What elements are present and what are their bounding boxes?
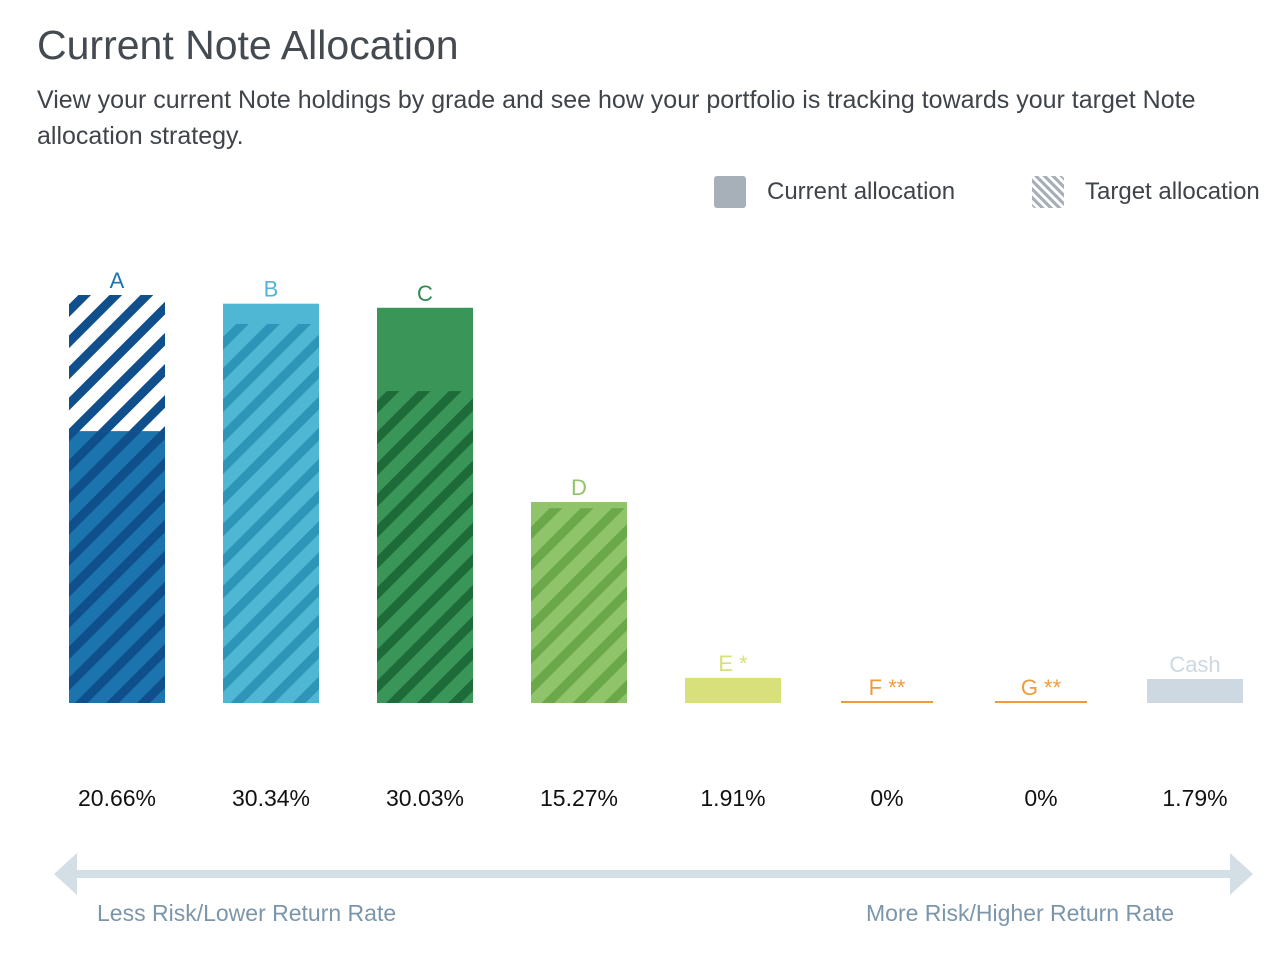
value-label-4: 1.91%	[700, 785, 766, 811]
target-excess-0	[69, 295, 165, 432]
value-label-1: 30.34%	[231, 785, 310, 811]
bars-layer: A B C D E * F ** G ** Cash	[69, 268, 1243, 703]
value-label-2: 30.03%	[385, 785, 464, 811]
target-overlap-3	[531, 508, 627, 703]
risk-high-label: More Risk/Higher Return Rate	[866, 900, 1175, 926]
bar-group-5: F **	[841, 675, 933, 703]
category-label-5: F **	[869, 675, 906, 700]
category-label-1: B	[264, 277, 279, 302]
legend-target-swatch	[1032, 176, 1064, 208]
legend-current: Current allocation	[714, 176, 955, 208]
category-label-3: D	[571, 475, 587, 500]
page-title: Current Note Allocation	[37, 22, 459, 68]
target-overlap-1	[223, 323, 319, 703]
target-overlap-2	[377, 391, 473, 703]
bar-group-3: D	[531, 475, 627, 703]
risk-arrow-right-head	[1230, 853, 1253, 895]
target-overlap-0	[69, 431, 165, 703]
legend-current-label: Current allocation	[767, 178, 956, 205]
category-label-4: E *	[718, 651, 748, 676]
legend-target: Target allocation	[1032, 176, 1260, 208]
value-label-0: 20.66%	[77, 785, 156, 811]
category-label-7: Cash	[1169, 652, 1220, 677]
risk-arrow	[54, 853, 1253, 895]
legend-current-swatch	[714, 176, 746, 208]
category-label-0: A	[110, 268, 125, 293]
legend-target-label: Target allocation	[1085, 178, 1260, 205]
bar-group-0: A	[69, 268, 165, 703]
category-label-2: C	[417, 281, 433, 306]
category-label-6: G **	[1021, 675, 1062, 700]
value-label-6: 0%	[1024, 785, 1058, 811]
value-label-7: 1.79%	[1162, 785, 1228, 811]
risk-low-label: Less Risk/Lower Return Rate	[97, 900, 397, 926]
bar-group-4: E *	[685, 651, 781, 703]
bar-group-7: Cash	[1147, 652, 1243, 703]
page-subtitle: View your current Note holdings by grade…	[37, 86, 1196, 150]
risk-arrow-shaft	[74, 870, 1232, 878]
bar-group-6: G **	[995, 675, 1087, 703]
current-bar-7	[1147, 679, 1243, 703]
bar-group-2: C	[377, 281, 473, 703]
bar-group-1: B	[223, 277, 319, 703]
risk-arrow-left-head	[54, 853, 77, 895]
current-bar-4	[685, 677, 781, 703]
value-label-5: 0%	[870, 785, 904, 811]
value-label-3: 15.27%	[539, 785, 618, 811]
